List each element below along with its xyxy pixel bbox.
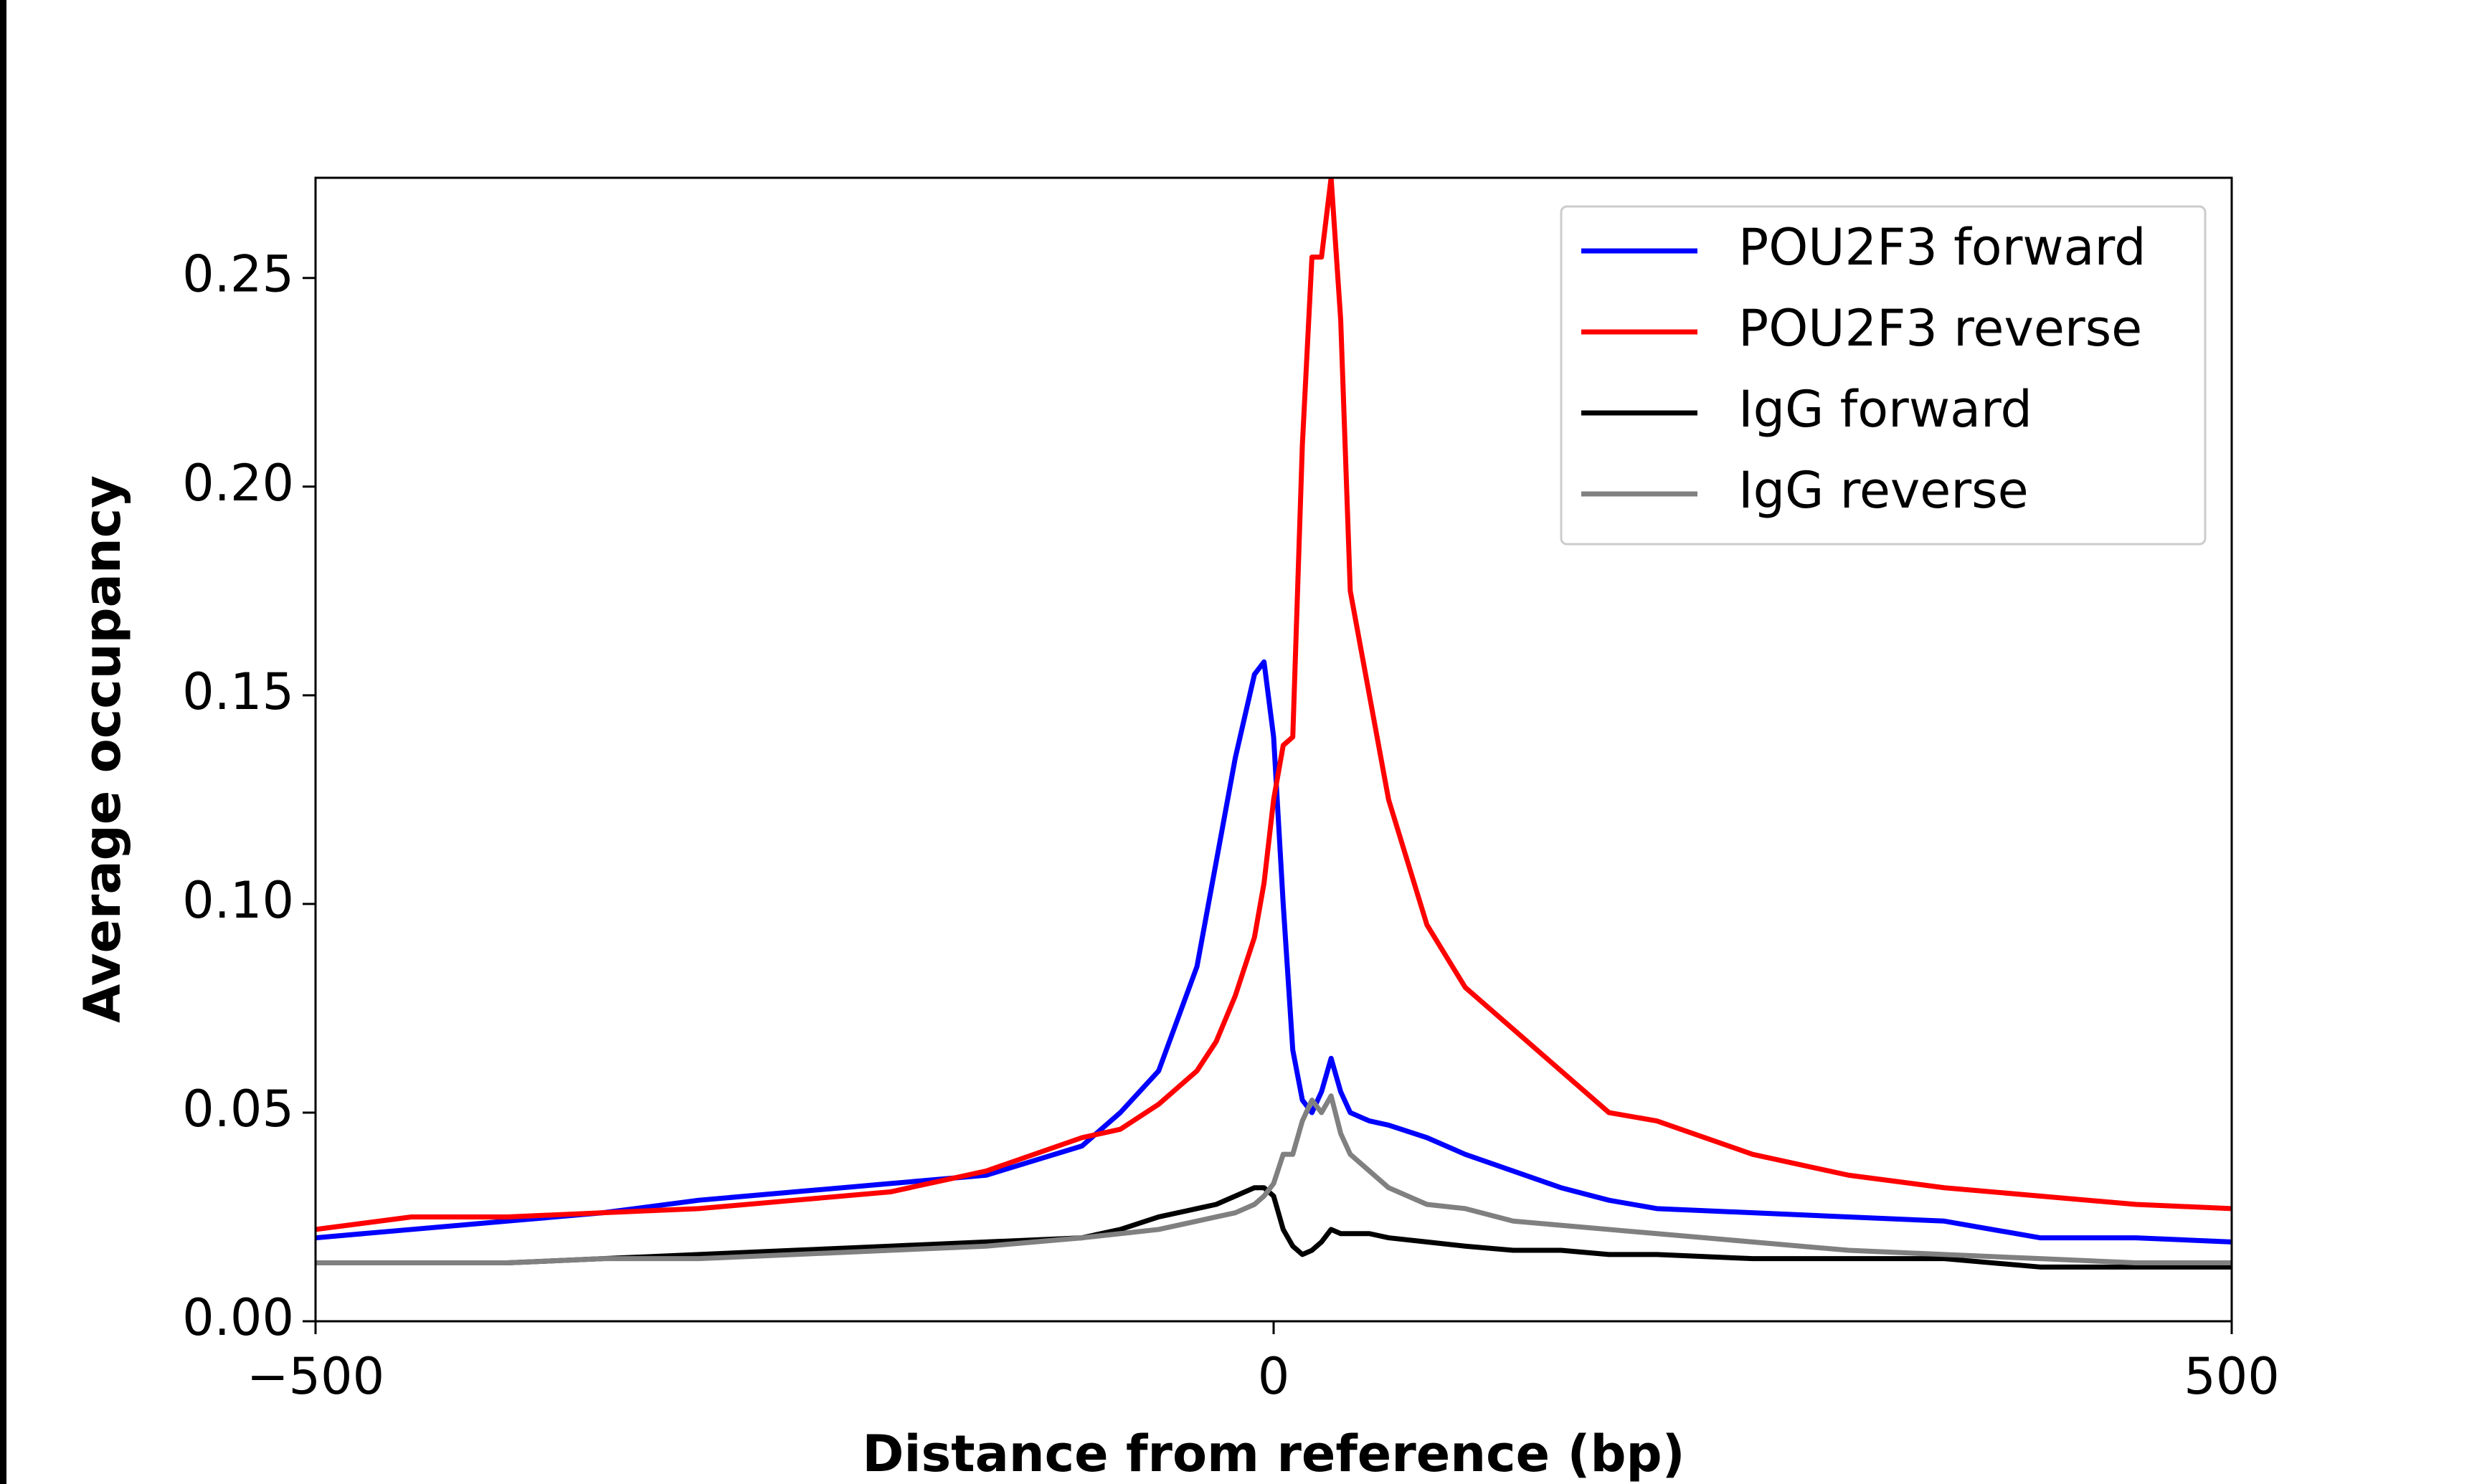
legend-label: POU2F3 reverse: [1738, 299, 2142, 358]
legend-label: POU2F3 forward: [1738, 218, 2146, 277]
left-border: [0, 0, 6, 1484]
y-tick-label: 0.15: [182, 662, 294, 721]
y-axis-label: Average occupancy: [73, 475, 132, 1023]
series-line: [316, 659, 2232, 1245]
legend-box: [1560, 205, 2207, 546]
series-line: [316, 178, 2232, 1232]
legend-label: IgG forward: [1738, 380, 2032, 439]
y-tick-label: 0.10: [182, 871, 294, 930]
y-tick-label: 0.20: [182, 454, 294, 513]
x-axis-label: Distance from reference (bp): [862, 1424, 1685, 1483]
x-tick-label: −500: [247, 1347, 384, 1406]
series-line: [316, 1185, 2232, 1270]
plot-frame: [314, 176, 2233, 1323]
legend-label: IgG reverse: [1738, 461, 2029, 520]
series-line: [316, 1093, 2232, 1265]
y-tick-label: 0.00: [182, 1288, 294, 1347]
x-tick-label: 0: [1258, 1347, 1290, 1406]
y-tick-label: 0.25: [182, 245, 294, 304]
x-tick-label: 500: [2184, 1347, 2280, 1406]
y-tick-label: 0.05: [182, 1080, 294, 1138]
